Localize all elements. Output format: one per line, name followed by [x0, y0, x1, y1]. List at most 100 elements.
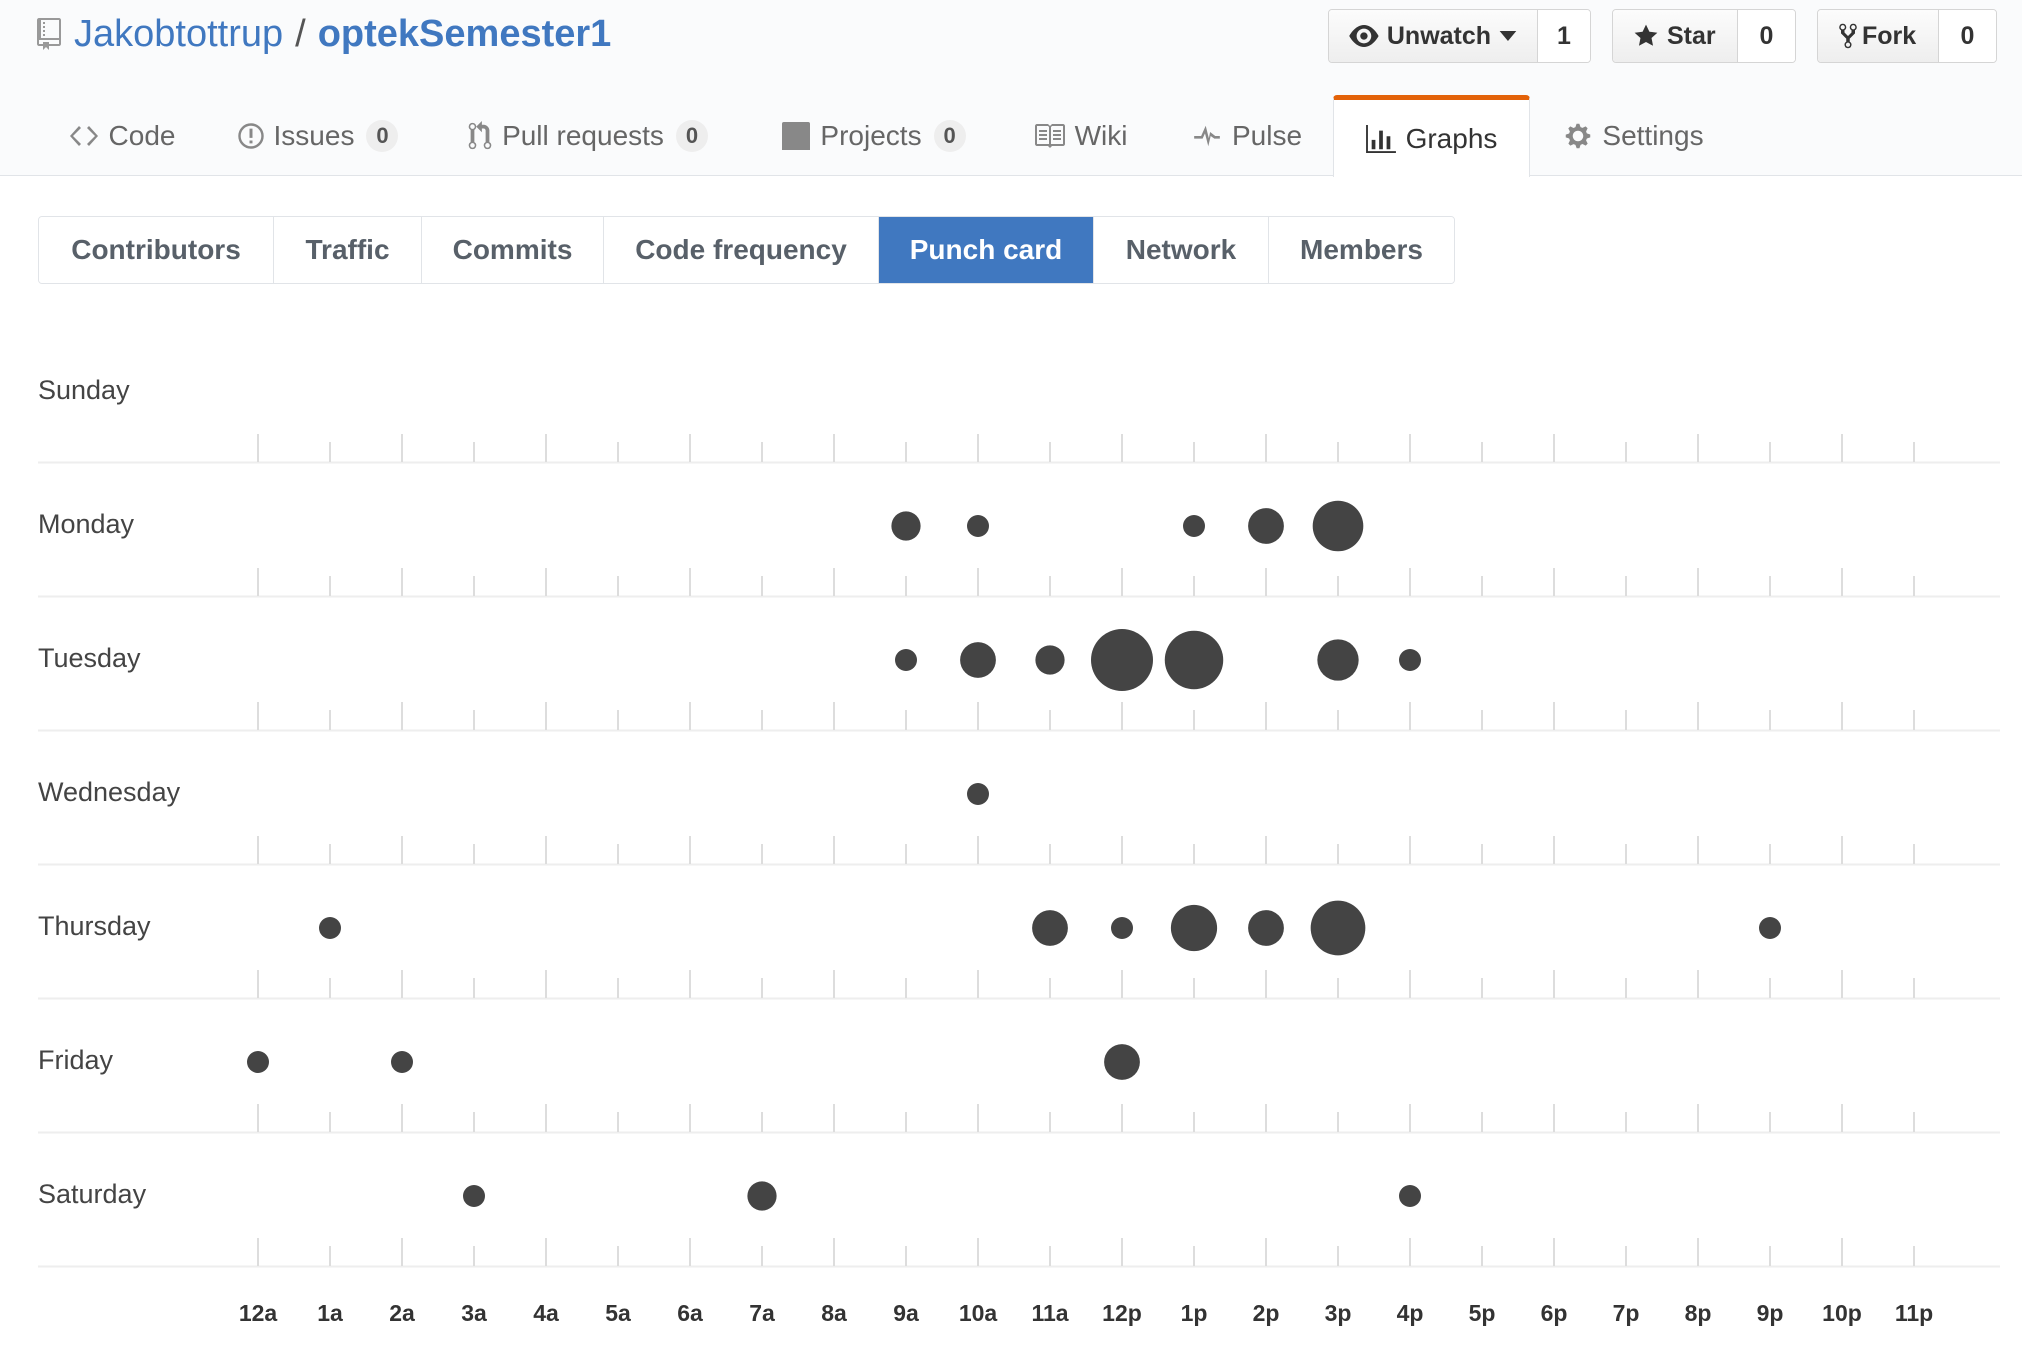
punch-dot[interactable]	[1317, 639, 1359, 681]
punch-dot[interactable]	[247, 1051, 269, 1073]
hour-label: 12p	[1102, 1300, 1142, 1326]
day-label-tuesday: Tuesday	[38, 643, 141, 673]
day-label-sunday: Sunday	[38, 375, 130, 405]
hour-label: 11p	[1894, 1300, 1934, 1326]
gear-icon	[1566, 123, 1591, 149]
git-pull-request-icon	[468, 121, 492, 150]
punch-dot[interactable]	[1399, 649, 1421, 671]
repo-header: Jakobtottrup / optekSemester1 Unwatch 1 …	[0, 0, 2022, 177]
star-icon	[1634, 24, 1658, 46]
punch-dot[interactable]	[1170, 904, 1218, 952]
punch-dot[interactable]	[1759, 917, 1781, 939]
watchers-count[interactable]: 1	[1538, 10, 1590, 62]
hour-label: 6p	[1540, 1300, 1568, 1326]
hour-label: 2p	[1252, 1300, 1280, 1326]
hour-label: 10p	[1822, 1300, 1862, 1326]
star-button[interactable]: Star	[1613, 10, 1738, 62]
graphs-subnav: Contributors Traffic Commits Code freque…	[38, 216, 1455, 284]
hour-label: 10a	[958, 1300, 998, 1326]
tab-issues[interactable]: Issues 0	[226, 96, 410, 176]
repo-owner-link[interactable]: Jakobtottrup	[74, 12, 284, 55]
issues-counter: 0	[366, 120, 399, 152]
hour-label: 5a	[605, 1300, 631, 1326]
tab-graphs-label: Graphs	[1405, 122, 1498, 154]
repo-title: Jakobtottrup / optekSemester1	[36, 12, 611, 56]
subnav-code-frequency[interactable]: Code frequency	[604, 217, 879, 283]
hour-label: 7p	[1612, 1300, 1640, 1326]
issue-opened-icon	[237, 123, 264, 149]
unwatch-button[interactable]: Unwatch	[1329, 10, 1538, 62]
hour-label: 5p	[1468, 1300, 1496, 1326]
hour-label: 6a	[677, 1300, 703, 1326]
punch-dot[interactable]	[1111, 917, 1133, 939]
tab-projects[interactable]: Projects 0	[772, 96, 976, 176]
pulse-icon	[1194, 125, 1220, 147]
tab-settings[interactable]: Settings	[1560, 96, 1708, 176]
punch-dot[interactable]	[1032, 910, 1068, 946]
day-label-friday: Friday	[38, 1045, 114, 1075]
watch-group: Unwatch 1	[1328, 9, 1591, 63]
tab-pulse[interactable]: Pulse	[1184, 96, 1310, 176]
star-group: Star 0	[1612, 9, 1796, 63]
hour-label: 9a	[893, 1300, 919, 1326]
punch-dot[interactable]	[1248, 910, 1284, 946]
punch-dot[interactable]	[1312, 500, 1364, 552]
punch-dot[interactable]	[967, 515, 989, 537]
day-label-wednesday: Wednesday	[38, 777, 181, 807]
projects-counter: 0	[933, 120, 966, 152]
tab-wiki[interactable]: Wiki	[1026, 96, 1134, 176]
punch-dot[interactable]	[747, 1181, 777, 1211]
punch-dot[interactable]	[1091, 629, 1153, 691]
hour-label: 12a	[238, 1300, 278, 1326]
project-icon	[782, 122, 811, 150]
subnav-members[interactable]: Members	[1269, 217, 1454, 283]
tab-projects-label: Projects	[820, 120, 922, 151]
fork-button[interactable]: Fork	[1818, 10, 1939, 62]
hour-label: 11a	[1031, 1300, 1069, 1326]
punch-dot[interactable]	[1248, 508, 1284, 544]
punch-dot[interactable]	[960, 642, 996, 678]
stargazers-count[interactable]: 0	[1737, 10, 1795, 62]
punch-card-svg	[38, 434, 2000, 1268]
eye-icon	[1349, 25, 1379, 47]
punch-dot[interactable]	[1399, 1185, 1421, 1207]
hour-label: 1p	[1180, 1300, 1208, 1326]
tab-pull-requests-label: Pull requests	[502, 120, 664, 151]
code-icon	[69, 126, 98, 146]
repo-icon	[37, 18, 61, 50]
subnav-punch-card[interactable]: Punch card	[879, 217, 1094, 283]
repo-forked-icon	[1839, 23, 1857, 49]
punch-dot[interactable]	[319, 917, 341, 939]
punch-dot[interactable]	[1104, 1044, 1140, 1080]
hour-label: 3a	[461, 1300, 487, 1326]
subnav-network[interactable]: Network	[1094, 217, 1269, 283]
tab-pull-requests[interactable]: Pull requests 0	[456, 96, 720, 176]
subnav-contributors[interactable]: Contributors	[39, 217, 274, 283]
hour-label: 7a	[749, 1300, 775, 1326]
tab-code[interactable]: Code	[54, 96, 190, 176]
hour-label: 8p	[1684, 1300, 1712, 1326]
tab-code-label: Code	[108, 120, 176, 151]
punch-dot[interactable]	[1164, 630, 1224, 690]
punch-dot[interactable]	[1035, 645, 1065, 675]
tab-graphs[interactable]: Graphs	[1333, 95, 1530, 177]
subnav-traffic[interactable]: Traffic	[274, 217, 422, 283]
hour-label: 1a	[317, 1300, 343, 1326]
forks-count[interactable]: 0	[1938, 10, 1996, 62]
book-icon	[1034, 124, 1065, 148]
tab-pulse-label: Pulse	[1231, 120, 1303, 151]
punch-dot[interactable]	[967, 783, 989, 805]
repo-name-link[interactable]: optekSemester1	[317, 12, 612, 55]
day-label-saturday: Saturday	[38, 1179, 147, 1209]
subnav-commits[interactable]: Commits	[422, 217, 604, 283]
punch-dot[interactable]	[895, 649, 917, 671]
punch-dot[interactable]	[1310, 900, 1366, 956]
hour-label: 8a	[821, 1300, 847, 1326]
caret-down-icon	[1499, 31, 1517, 41]
fork-label: Fork	[1862, 21, 1917, 50]
punch-dot[interactable]	[891, 511, 921, 541]
punch-dot[interactable]	[391, 1051, 413, 1073]
punch-dot[interactable]	[1183, 515, 1205, 537]
path-separator: /	[295, 12, 306, 55]
punch-dot[interactable]	[463, 1185, 485, 1207]
